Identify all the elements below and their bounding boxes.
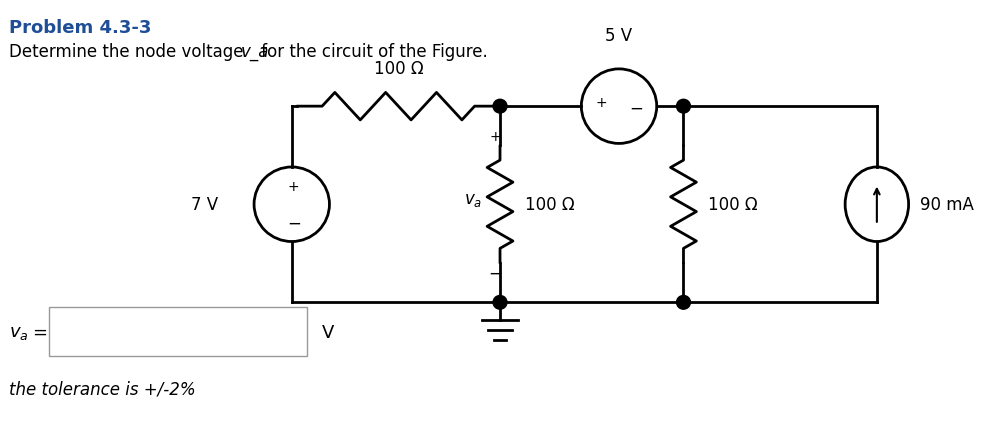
Text: +: + [595, 96, 606, 110]
FancyBboxPatch shape [49, 308, 306, 356]
Circle shape [492, 100, 507, 114]
Text: $v_a$: $v_a$ [9, 323, 29, 341]
Circle shape [676, 296, 690, 309]
Text: −: − [487, 264, 502, 282]
Text: 100 Ω: 100 Ω [707, 196, 757, 214]
Text: 100 Ω: 100 Ω [373, 59, 422, 78]
Circle shape [492, 296, 507, 309]
Text: for the circuit of the Figure.: for the circuit of the Figure. [256, 43, 487, 61]
Text: the tolerance is +/-2%: the tolerance is +/-2% [9, 380, 196, 398]
Text: 100 Ω: 100 Ω [525, 196, 574, 214]
Text: 5 V: 5 V [605, 27, 632, 45]
Text: 7 V: 7 V [191, 196, 218, 214]
Text: −: − [287, 214, 300, 232]
Text: V: V [321, 323, 334, 341]
Text: Problem 4.3-3: Problem 4.3-3 [9, 19, 151, 37]
Text: $v_a$: $v_a$ [463, 191, 481, 209]
Text: +: + [288, 180, 299, 194]
Text: −: − [629, 100, 642, 118]
Text: 90 mA: 90 mA [920, 196, 973, 214]
Text: Determine the node voltage: Determine the node voltage [9, 43, 249, 61]
Text: v_a: v_a [241, 43, 269, 61]
Circle shape [676, 100, 690, 114]
Text: +: + [488, 129, 500, 143]
Text: =: = [32, 323, 47, 341]
